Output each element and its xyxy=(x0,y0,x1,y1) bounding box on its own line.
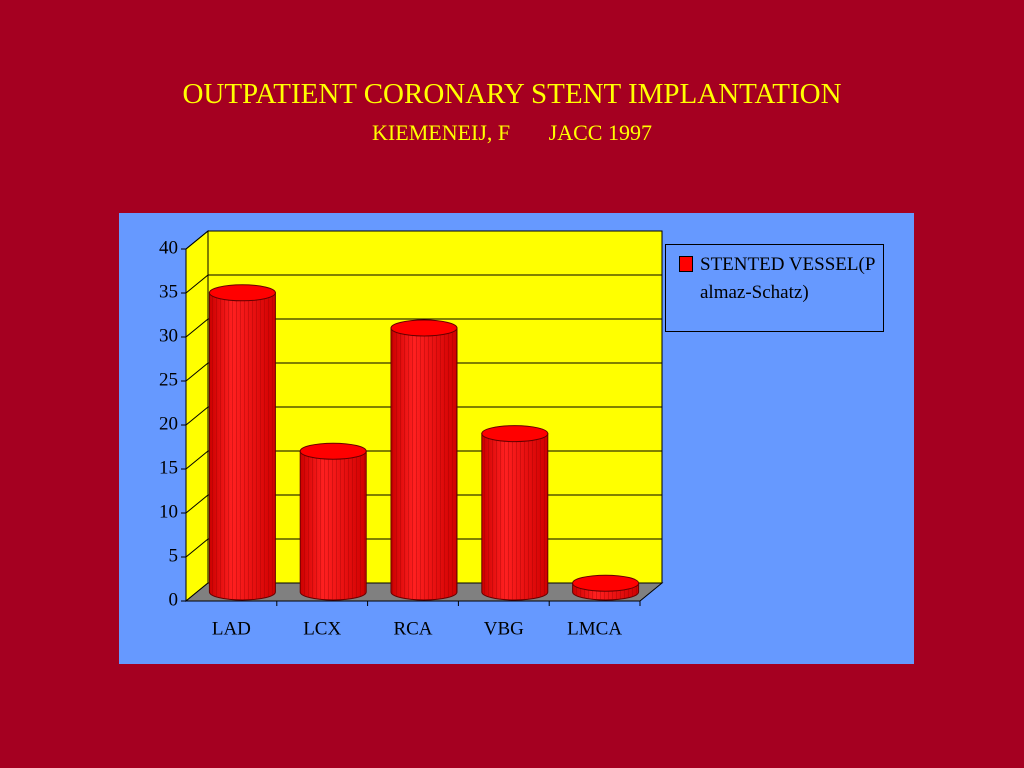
bar xyxy=(390,319,458,601)
chart-subtitle: KIEMENEIJ, F JACC 1997 xyxy=(372,120,652,145)
y-tick-label: 10 xyxy=(159,501,178,522)
x-tick-label: LAD xyxy=(212,618,251,639)
y-tick-label: 15 xyxy=(159,457,178,478)
y-tick-label: 40 xyxy=(159,237,178,258)
x-tick-label: RCA xyxy=(393,618,432,639)
y-tick-label: 5 xyxy=(169,545,179,566)
bar xyxy=(208,284,276,601)
x-tick-label: LMCA xyxy=(567,618,622,639)
legend: STENTED VESSEL(Palmaz-Schatz) xyxy=(665,244,884,332)
x-tick-label: VBG xyxy=(484,618,524,639)
chart-title: OUTPATIENT CORONARY STENT IMPLANTATION xyxy=(182,78,842,110)
grid-line xyxy=(185,362,209,382)
grid-line xyxy=(185,538,209,558)
grid-line xyxy=(185,274,209,294)
y-tick-label: 20 xyxy=(159,413,178,434)
grid-line xyxy=(185,230,209,250)
grid-line xyxy=(185,406,209,426)
bar xyxy=(299,442,367,601)
y-tick-label: 25 xyxy=(159,369,178,390)
y-tick-label: 35 xyxy=(159,281,178,302)
bar xyxy=(481,425,549,601)
legend-label: STENTED VESSEL(Palmaz-Schatz) xyxy=(700,254,876,303)
grid-line xyxy=(185,318,209,338)
bar xyxy=(572,574,640,601)
grid-line xyxy=(185,494,209,514)
y-tick-label: 0 xyxy=(169,589,179,610)
y-tick-label: 30 xyxy=(159,325,178,346)
grid-line xyxy=(185,450,209,470)
x-tick-label: LCX xyxy=(303,618,341,639)
legend-swatch xyxy=(679,256,693,272)
